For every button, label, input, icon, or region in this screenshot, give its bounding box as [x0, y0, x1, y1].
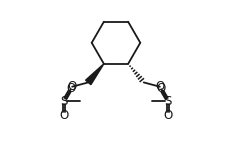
Text: O: O — [155, 80, 164, 93]
Text: O: O — [163, 109, 172, 122]
Text: S: S — [164, 95, 171, 108]
Text: O: O — [66, 82, 75, 95]
Text: O: O — [59, 109, 68, 122]
Polygon shape — [85, 64, 103, 85]
Text: O: O — [156, 82, 165, 95]
Text: O: O — [67, 80, 76, 93]
Text: S: S — [60, 95, 67, 108]
